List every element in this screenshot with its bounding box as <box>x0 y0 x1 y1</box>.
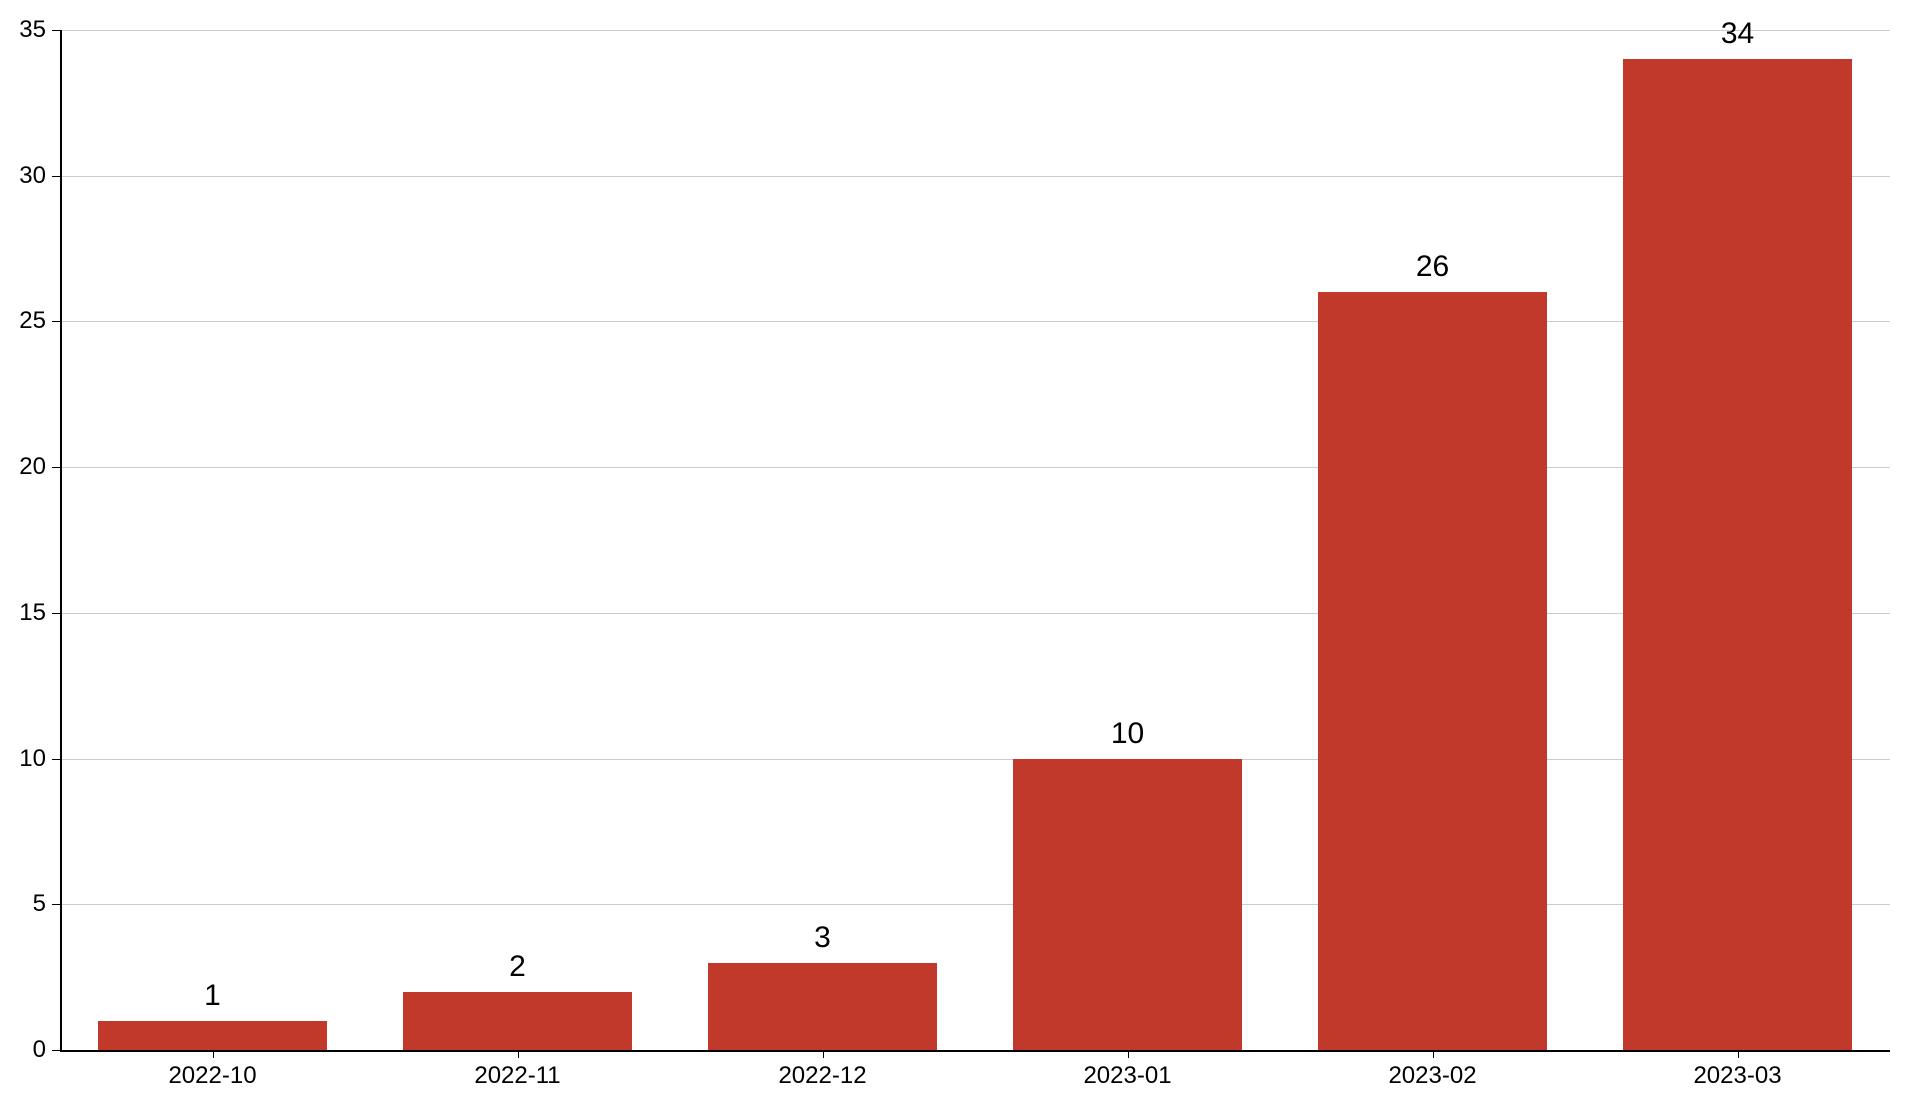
gridline <box>60 176 1890 177</box>
y-axis-tick-label: 15 <box>0 599 46 627</box>
bar <box>1318 292 1547 1050</box>
gridline <box>60 321 1890 322</box>
x-axis-line <box>60 1050 1890 1052</box>
x-axis-tick-label: 2023-02 <box>1388 1062 1476 1090</box>
y-axis-tick-label: 20 <box>0 453 46 481</box>
y-tick-mark <box>52 30 60 31</box>
y-tick-mark <box>52 176 60 177</box>
y-tick-mark <box>52 321 60 322</box>
bar <box>1623 59 1852 1050</box>
y-axis-tick-label: 5 <box>0 890 46 918</box>
x-axis-tick-label: 2023-03 <box>1693 1062 1781 1090</box>
y-tick-mark <box>52 467 60 468</box>
y-axis-tick-label: 25 <box>0 307 46 335</box>
y-axis-tick-label: 10 <box>0 745 46 773</box>
y-tick-mark <box>52 759 60 760</box>
bar-chart: 0 5 10 15 20 25 30 35 1 2022-10 2 2022-11 3 2022-12 10… <box>0 0 1920 1114</box>
bar-value-label: 26 <box>1416 250 1449 284</box>
gridline <box>60 759 1890 760</box>
y-axis-tick-label: 0 <box>0 1036 46 1064</box>
bar <box>1013 759 1242 1050</box>
bar-value-label: 1 <box>204 979 221 1013</box>
x-axis-tick-label: 2023-01 <box>1083 1062 1171 1090</box>
bar <box>403 992 632 1050</box>
x-axis-tick-label: 2022-12 <box>778 1062 866 1090</box>
bar <box>98 1021 327 1050</box>
bar <box>708 963 937 1050</box>
y-tick-mark <box>52 904 60 905</box>
y-tick-mark <box>52 1050 60 1051</box>
gridline <box>60 467 1890 468</box>
y-axis-tick-label: 30 <box>0 162 46 190</box>
gridline <box>60 613 1890 614</box>
bar-value-label: 10 <box>1111 717 1144 751</box>
y-tick-mark <box>52 613 60 614</box>
gridline <box>60 904 1890 905</box>
bar-value-label: 2 <box>509 950 526 984</box>
bar-value-label: 3 <box>814 921 831 955</box>
y-axis-line <box>60 30 62 1050</box>
x-axis-tick-label: 2022-10 <box>168 1062 256 1090</box>
x-axis-tick-label: 2022-11 <box>474 1062 560 1090</box>
bar-value-label: 34 <box>1721 17 1754 51</box>
y-axis-tick-label: 35 <box>0 16 46 44</box>
plot-area <box>60 30 1890 1050</box>
gridline <box>60 30 1890 31</box>
